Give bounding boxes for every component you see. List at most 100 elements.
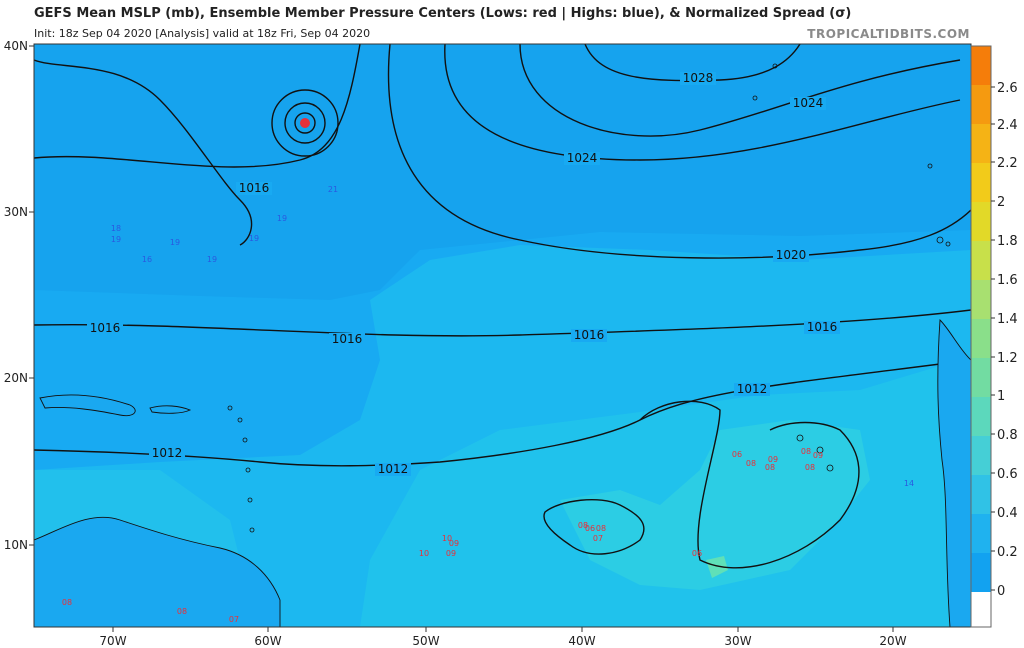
colorbar-tick-label: 1.8	[997, 234, 1018, 249]
colorbar-swatch-zero	[971, 592, 991, 627]
high-center-label: 19	[111, 235, 121, 244]
isobar-label-bg	[734, 383, 770, 396]
low-center-label: 08	[578, 521, 588, 530]
map-title: GEFS Mean MSLP (mb), Ensemble Member Pre…	[34, 6, 852, 21]
colorbar-tick-label: 1.6	[997, 273, 1018, 288]
colorbar-frame	[970, 45, 992, 628]
isobar-label-bg	[680, 72, 716, 85]
lon-label: 70W	[99, 634, 126, 648]
high-center-label: 19	[277, 214, 287, 223]
lon-label: 50W	[412, 634, 439, 648]
lat-label: 40N	[4, 39, 28, 53]
low-center-label: 09	[768, 455, 778, 464]
isobar-label-bg	[87, 322, 123, 335]
low-center-label: 06	[692, 549, 702, 558]
low-center-label: 09	[449, 539, 459, 548]
high-center-label: 21	[328, 185, 338, 194]
isobar-label: 1016	[90, 321, 121, 335]
isobar-label-bg	[773, 249, 809, 262]
colorbar-swatch	[971, 358, 991, 397]
high-center-label: 19	[170, 238, 180, 247]
colorbar-tick-label: 2.2	[997, 156, 1018, 171]
colorbar-swatch	[971, 241, 991, 280]
small-islands	[227, 63, 951, 533]
low-center-label: 09	[446, 549, 456, 558]
isobar-label: 1012	[152, 446, 183, 460]
lon-label: 40W	[568, 634, 595, 648]
isobar-label: 1028	[683, 71, 714, 85]
colorbar-tick-label: 2.6	[997, 81, 1018, 96]
colorbar-swatch	[971, 280, 991, 319]
high-center-marker	[300, 118, 310, 128]
colorbar-swatch	[971, 46, 991, 85]
isobar-label-bg	[790, 97, 826, 110]
isobar-label: 1016	[239, 181, 270, 195]
colorbar-tick-label: 1	[997, 389, 1005, 404]
africa-coast	[937, 318, 971, 627]
low-center-label: 06	[732, 450, 742, 459]
low-center-label: 07	[593, 534, 603, 543]
colorbar-tick-label: 1.2	[997, 351, 1018, 366]
colorbar-swatch	[971, 553, 991, 592]
low-center-label: 08	[746, 459, 756, 468]
isobar-label: 1024	[567, 151, 598, 165]
isobar-1016-north	[34, 44, 361, 168]
isobar-1010	[543, 498, 645, 555]
colorbar-swatch	[971, 85, 991, 124]
lon-label: 20W	[879, 634, 906, 648]
isobar-1020	[387, 44, 971, 259]
colorbar-tick-label: 0.4	[997, 506, 1018, 521]
colorbar-tick-label: 2.4	[997, 118, 1018, 133]
isobar-label: 1012	[378, 462, 409, 476]
isobar-1024	[444, 44, 961, 161]
isobar-label: 1020	[776, 248, 807, 262]
low-center-label: 08	[801, 447, 811, 456]
isobar-label-bg	[375, 463, 411, 476]
low-center-label: 08	[62, 598, 72, 607]
colorbar-tick-label: 0.8	[997, 428, 1018, 443]
colorbar-tick-label: 0.6	[997, 467, 1018, 482]
colorbar-tick-label: 0	[997, 584, 1005, 599]
colorbar-swatch	[971, 202, 991, 241]
isobar-label-bg	[149, 447, 185, 460]
isobar-label-bg	[236, 182, 272, 195]
spread-region-peak	[706, 556, 728, 578]
lat-label: 20N	[4, 371, 28, 385]
high-center-label: 19	[249, 234, 259, 243]
colorbar-swatch	[971, 319, 991, 358]
high-center-label: 18	[111, 224, 121, 233]
lon-label: 30W	[724, 634, 751, 648]
low-center-label: 08	[177, 607, 187, 616]
colorbar-swatch	[971, 436, 991, 475]
low-center-label: 08	[596, 524, 606, 533]
south-america-coast	[34, 516, 281, 627]
isobar-label: 1012	[737, 382, 768, 396]
site-brand: TROPICALTIDBITS.COM	[807, 27, 970, 41]
colorbar-tick-label: 2	[997, 195, 1005, 210]
isobar-1016-loop	[34, 59, 253, 246]
low-center-label: 09	[813, 451, 823, 460]
spread-band-low	[34, 44, 971, 300]
isobar-label: 1016	[807, 320, 838, 334]
isobar-1012	[34, 359, 971, 467]
map-subtitle: Init: 18z Sep 04 2020 [Analysis] valid a…	[34, 27, 371, 40]
colorbar-swatch	[971, 163, 991, 202]
hispaniola-coast	[149, 405, 192, 414]
lat-label: 30N	[4, 205, 28, 219]
isobar-label-bg	[564, 152, 600, 165]
high-center-label: 16	[142, 255, 152, 264]
colorbar-swatch	[971, 475, 991, 514]
low-center-label: 10	[419, 549, 429, 558]
isobar-label: 1016	[332, 332, 363, 346]
colorbar-swatch	[971, 514, 991, 553]
high-center-label: 19	[207, 255, 217, 264]
isobar-label-bg	[804, 321, 840, 334]
isobar-label-bg	[329, 333, 365, 346]
low-center-label: 06	[585, 524, 595, 533]
colorbar-tick-label: 0.2	[997, 545, 1018, 560]
high-pressure-rings	[271, 89, 339, 157]
spread-region-higher	[560, 420, 870, 590]
low-center-label: 07	[229, 615, 239, 624]
lat-label: 10N	[4, 538, 28, 552]
